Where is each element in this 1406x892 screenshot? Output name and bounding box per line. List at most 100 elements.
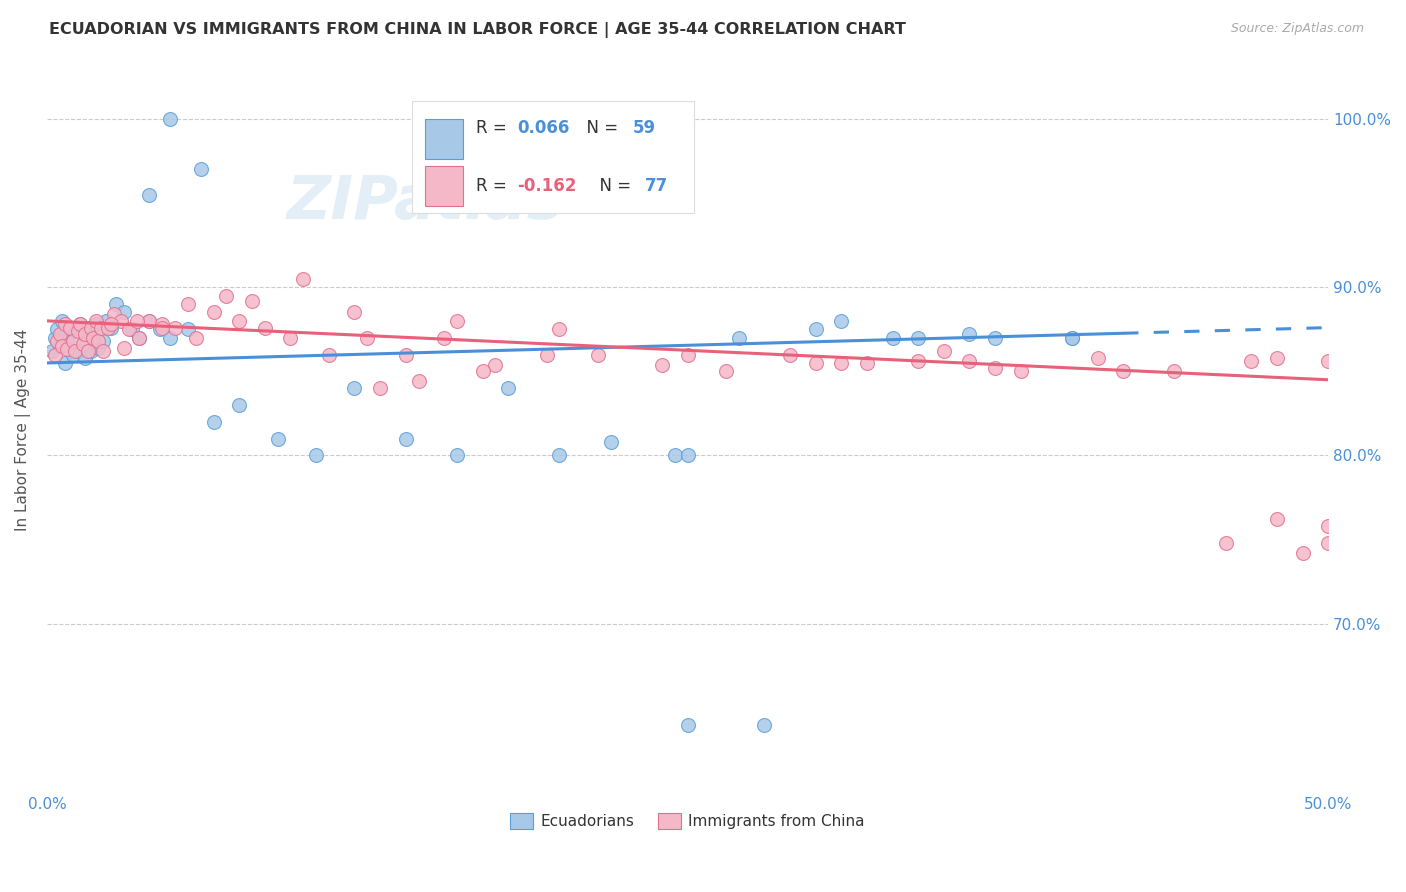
Point <box>150 320 173 334</box>
Point <box>77 320 100 334</box>
Point <box>112 305 135 319</box>
Point <box>830 356 852 370</box>
Point <box>1112 364 1135 378</box>
Point <box>496 381 519 395</box>
Point <box>77 344 100 359</box>
Point <box>1317 354 1340 368</box>
Point <box>548 322 571 336</box>
Point <box>59 320 82 334</box>
Point <box>651 358 673 372</box>
Point <box>433 331 456 345</box>
Point <box>150 318 173 332</box>
Point <box>90 320 112 334</box>
Point <box>103 307 125 321</box>
Point <box>1265 351 1288 365</box>
Point <box>1317 536 1340 550</box>
Point <box>305 449 328 463</box>
Point <box>100 318 122 332</box>
Point <box>190 162 212 177</box>
Bar <box>425 166 464 206</box>
Point <box>159 112 181 126</box>
Point <box>105 297 128 311</box>
Point <box>72 337 94 351</box>
Text: N =: N = <box>576 119 623 136</box>
Point <box>49 339 72 353</box>
Point <box>343 381 366 395</box>
Point <box>112 341 135 355</box>
Point <box>446 314 468 328</box>
Point <box>49 327 72 342</box>
Point <box>586 347 609 361</box>
Point <box>53 327 76 342</box>
Point <box>66 344 89 359</box>
Point <box>408 375 430 389</box>
Point <box>471 364 494 378</box>
Point <box>93 344 115 359</box>
Point <box>356 331 378 345</box>
FancyBboxPatch shape <box>412 101 695 213</box>
Point <box>46 334 69 348</box>
Point <box>51 314 73 328</box>
Point <box>779 347 801 361</box>
Point <box>1060 331 1083 345</box>
Point <box>907 331 929 345</box>
Point <box>100 320 122 334</box>
Text: R =: R = <box>477 177 512 194</box>
Point <box>56 343 79 357</box>
Point <box>1087 351 1109 365</box>
Point <box>56 334 79 348</box>
Point <box>44 331 66 345</box>
Point <box>253 320 276 334</box>
Point <box>984 331 1007 345</box>
Point <box>1010 364 1032 378</box>
Point <box>82 331 104 345</box>
Point <box>676 449 699 463</box>
Point <box>138 187 160 202</box>
Point <box>138 314 160 328</box>
Text: 0.066: 0.066 <box>517 119 569 136</box>
Point <box>932 344 955 359</box>
Bar <box>425 120 464 159</box>
Legend: Ecuadorians, Immigrants from China: Ecuadorians, Immigrants from China <box>505 806 870 835</box>
Text: Source: ZipAtlas.com: Source: ZipAtlas.com <box>1230 22 1364 36</box>
Text: 77: 77 <box>645 177 668 194</box>
Point <box>984 361 1007 376</box>
Point <box>90 320 112 334</box>
Point <box>957 327 980 342</box>
Point <box>664 449 686 463</box>
Point <box>1291 546 1313 560</box>
Point <box>72 337 94 351</box>
Point <box>41 344 63 359</box>
Point <box>804 356 827 370</box>
Point <box>1265 512 1288 526</box>
Point <box>676 717 699 731</box>
Point <box>202 415 225 429</box>
Text: ECUADORIAN VS IMMIGRANTS FROM CHINA IN LABOR FORCE | AGE 35-44 CORRELATION CHART: ECUADORIAN VS IMMIGRANTS FROM CHINA IN L… <box>49 22 905 38</box>
Point <box>79 344 101 359</box>
Point <box>121 322 143 336</box>
Point <box>856 356 879 370</box>
Point <box>446 449 468 463</box>
Point <box>138 314 160 328</box>
Point <box>202 305 225 319</box>
Point <box>44 347 66 361</box>
Point <box>79 320 101 334</box>
Point <box>93 334 115 348</box>
Point <box>177 297 200 311</box>
Point <box>215 288 238 302</box>
Point <box>75 327 97 342</box>
Point <box>59 320 82 334</box>
Text: ZIPatlas: ZIPatlas <box>287 173 564 232</box>
Point <box>87 341 110 355</box>
Point <box>266 432 288 446</box>
Point <box>53 318 76 332</box>
Point <box>128 331 150 345</box>
Point <box>343 305 366 319</box>
Point <box>228 398 250 412</box>
Point <box>804 322 827 336</box>
Point <box>957 354 980 368</box>
Point <box>714 364 737 378</box>
Point <box>280 331 302 345</box>
Point <box>1060 331 1083 345</box>
Point <box>830 314 852 328</box>
